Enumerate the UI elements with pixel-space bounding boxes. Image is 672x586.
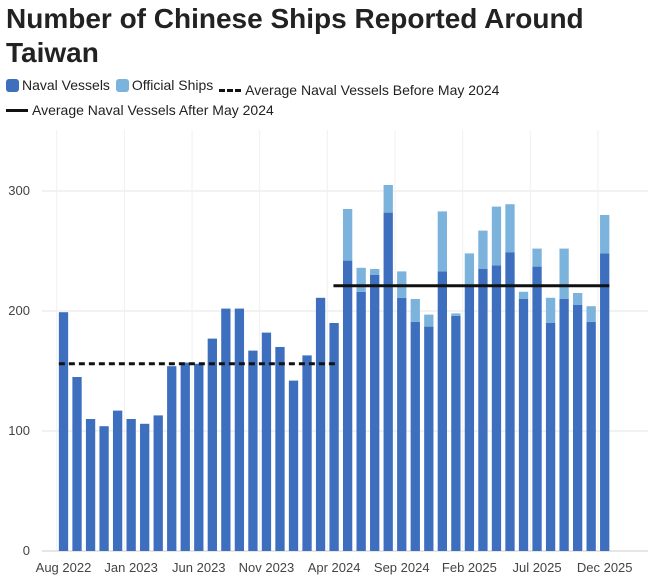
bar-official-27	[424, 314, 434, 327]
y-axis: 0 100 200 300	[8, 183, 30, 558]
bar-naval-29	[451, 315, 461, 551]
bar-naval-12	[221, 308, 231, 551]
x-tick-label-8: Dec 2025	[577, 560, 633, 575]
legend-swatch-official-ships	[115, 79, 129, 92]
bar-official-26	[410, 299, 420, 322]
bar-naval-0	[58, 312, 69, 551]
bar-naval-8	[167, 366, 177, 551]
bar-official-39	[586, 306, 596, 322]
x-tick-label-5: Sep 2024	[374, 560, 430, 575]
bar-naval-27	[424, 326, 434, 551]
bar-official-29	[451, 313, 461, 316]
bar-naval-5	[126, 419, 136, 551]
legend-dashed-line-key	[219, 89, 242, 92]
bar-naval-1	[72, 377, 82, 551]
y-tick-label-100: 100	[8, 423, 30, 438]
bar-naval-40	[600, 253, 610, 551]
x-tick-label-6: Feb 2025	[442, 560, 497, 575]
bar-naval-2	[85, 419, 96, 551]
legend-item-naval-vessels: Naval Vessels	[6, 77, 110, 94]
bar-naval-7	[153, 415, 163, 551]
y-tick-label-300: 300	[8, 183, 30, 198]
bar-naval-10	[194, 363, 204, 551]
bar-series	[58, 185, 610, 551]
bar-naval-23	[370, 275, 380, 551]
bar-naval-25	[397, 297, 407, 551]
bar-official-32	[491, 206, 502, 266]
bar-official-34	[518, 291, 529, 299]
bar-naval-26	[410, 321, 420, 551]
bar-official-24	[383, 185, 393, 213]
bar-naval-15	[261, 332, 272, 551]
bar-naval-16	[275, 347, 285, 551]
y-tick-label-200: 200	[8, 303, 30, 318]
bar-naval-17	[288, 380, 299, 551]
bar-naval-33	[505, 252, 515, 551]
bar-official-35	[532, 248, 542, 267]
bar-official-36	[545, 297, 556, 323]
legend-label-avg-before: Average Naval Vessels Before May 2024	[245, 82, 500, 98]
legend-item-avg-after: Average Naval Vessels After May 2024	[6, 102, 274, 119]
bar-naval-4	[112, 410, 123, 551]
bar-naval-6	[140, 423, 150, 551]
x-tick-label-3: Nov 2023	[239, 560, 295, 575]
chart-title: Number of Chinese Ships Reported Around …	[6, 3, 584, 68]
legend-label-official-ships: Official Ships	[131, 77, 214, 93]
bar-naval-11	[207, 338, 217, 551]
legend-item-avg-before: Average Naval Vessels Before May 2024	[219, 82, 499, 99]
bar-naval-34	[518, 299, 529, 551]
legend-label-naval-vessels: Naval Vessels	[22, 77, 110, 93]
x-tick-label-2: Jun 2023	[172, 560, 226, 575]
bar-official-23	[370, 269, 380, 275]
bar-naval-18	[302, 355, 312, 551]
chart-legend: Naval Vessels Official Ships Average Nav…	[6, 77, 566, 119]
bar-naval-24	[383, 212, 393, 551]
legend-label-avg-after: Average Naval Vessels After May 2024	[32, 102, 274, 118]
bar-naval-37	[559, 299, 569, 551]
bar-naval-13	[234, 308, 245, 551]
bar-naval-14	[248, 350, 258, 551]
legend-solid-line-key	[6, 109, 28, 112]
bar-naval-38	[572, 305, 583, 551]
bar-naval-22	[356, 291, 366, 551]
bar-official-33	[505, 204, 515, 253]
y-tick-label-0: 0	[23, 543, 30, 558]
x-axis: Aug 2022 Jan 2023 Jun 2023 Nov 2023 Apr 2024…	[36, 560, 633, 575]
bar-naval-32	[491, 265, 502, 551]
bar-naval-35	[532, 266, 542, 551]
bar-official-28	[437, 211, 447, 272]
bar-naval-20	[329, 323, 339, 551]
bar-official-38	[572, 293, 583, 305]
bar-official-40	[600, 215, 610, 254]
bar-naval-28	[437, 271, 447, 551]
bar-naval-3	[99, 426, 109, 551]
x-tick-label-7: Jul 2025	[512, 560, 561, 575]
bar-naval-30	[464, 287, 475, 551]
bar-naval-19	[315, 297, 326, 551]
bar-naval-9	[180, 362, 190, 551]
bar-official-22	[356, 267, 366, 292]
bar-naval-21	[342, 260, 353, 551]
bar-official-31	[478, 230, 488, 269]
legend-item-official-ships: Official Ships	[115, 77, 214, 94]
bar-official-37	[559, 248, 569, 299]
legend-swatch-naval-vessels	[6, 79, 19, 92]
x-tick-label-4: Apr 2024	[308, 560, 361, 575]
x-tick-label-0: Aug 2022	[36, 560, 92, 575]
reference-lines	[58, 284, 610, 366]
x-tick-label-1: Jan 2023	[104, 560, 158, 575]
bar-naval-36	[545, 323, 556, 551]
bar-official-30	[464, 253, 475, 287]
bar-naval-31	[478, 269, 488, 551]
bar-naval-39	[586, 321, 596, 551]
bar-official-21	[342, 209, 353, 261]
